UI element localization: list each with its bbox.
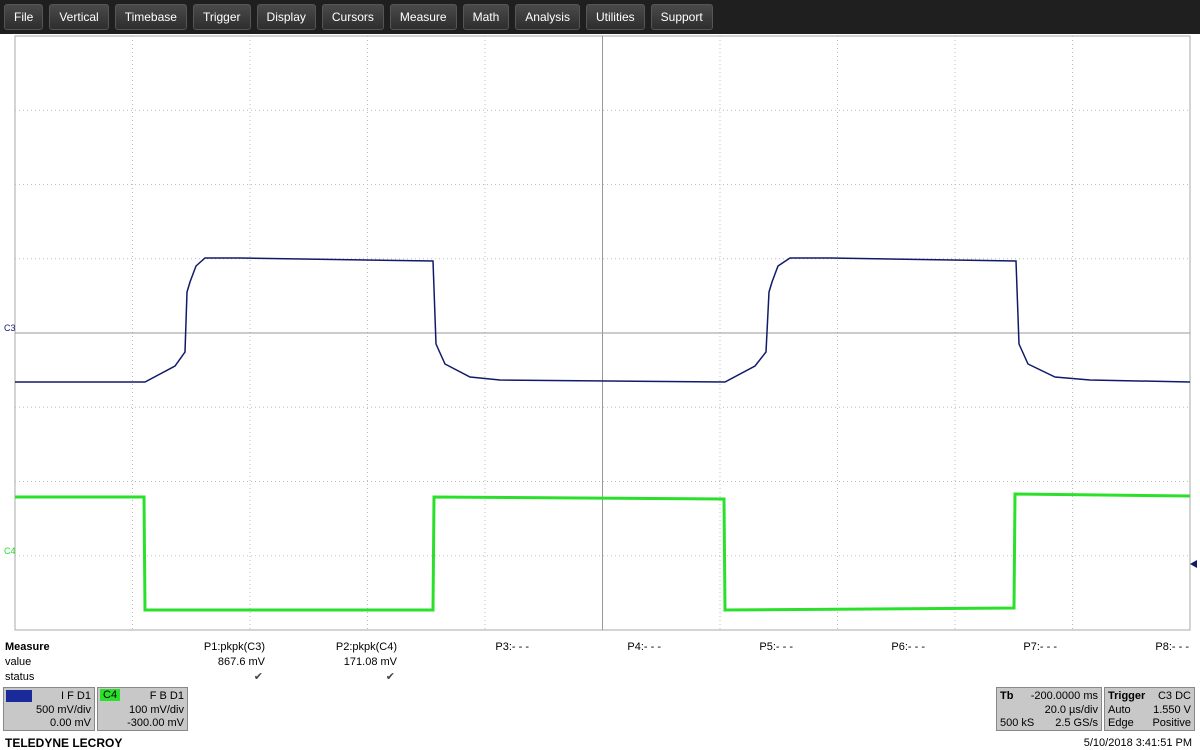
- param-value: 867.6 mV: [217, 656, 265, 668]
- channel-offset: -300.00 mV: [127, 717, 184, 729]
- param-name: P2:pkpk(C4): [335, 641, 397, 653]
- trigger-box[interactable]: Trigger C3 DC Auto 1.550 V Edge Positive: [1104, 687, 1195, 731]
- param-value: 171.08 mV: [343, 656, 397, 668]
- menu-button[interactable]: File: [4, 4, 44, 30]
- row-label: value: [5, 656, 32, 668]
- param-name: P1:pkpk(C3): [203, 641, 265, 653]
- timebase-rate: 2.5 GS/s: [1055, 717, 1098, 729]
- brand: TELEDYNE LECROY: [5, 736, 123, 750]
- c3-waveform: [15, 257, 1191, 383]
- trace-label: C4: [4, 546, 16, 556]
- row-label: status: [5, 671, 35, 683]
- channel-c4-box[interactable]: C4 F B D1 100 mV/div -300.00 mV: [97, 687, 188, 731]
- menu-button[interactable]: Timebase: [114, 4, 187, 30]
- menu-button[interactable]: Measure: [389, 4, 457, 30]
- param-name: P7:- - -: [1023, 641, 1057, 653]
- timebase-label: Tb: [1000, 690, 1014, 702]
- channel-flags: F B D1: [149, 690, 184, 702]
- menu-button[interactable]: Support: [650, 4, 713, 30]
- param-name: P8:- - -: [1155, 641, 1189, 653]
- channel-scale: 500 mV/div: [35, 704, 91, 716]
- trigger-slope: Positive: [1152, 717, 1191, 729]
- menu-bar: File Vertical Timebase Trigger Display Cursor…: [0, 0, 1200, 34]
- menu-button[interactable]: Cursors: [321, 4, 384, 30]
- channel-flags: I F D1: [61, 690, 91, 702]
- datetime: 5/10/2018 3:41:51 PM: [1083, 737, 1192, 749]
- channel-offset: 0.00 mV: [50, 717, 91, 729]
- channel-c3-box[interactable]: I F D1 500 mV/div 0.00 mV: [3, 687, 95, 731]
- channel-scale: 100 mV/div: [128, 704, 184, 716]
- timebase-box[interactable]: Tb -200.0000 ms 20.0 µs/div 500 kS 2.5 G…: [996, 687, 1102, 731]
- param-name: P4:- - -: [627, 641, 661, 653]
- timebase-scale: 20.0 µs/div: [1044, 704, 1098, 716]
- measure-header: Measure: [5, 641, 50, 653]
- trigger-source: C3 DC: [1157, 690, 1191, 702]
- menu-button[interactable]: Math: [462, 4, 510, 30]
- param-name: P5:- - -: [759, 641, 793, 653]
- menu-button[interactable]: Utilities: [585, 4, 645, 30]
- param-status: ✔: [253, 671, 263, 683]
- trigger-type: Edge: [1108, 717, 1134, 729]
- trigger-level: 1.550 V: [1153, 704, 1191, 716]
- trigger-mode: Auto: [1108, 704, 1131, 716]
- param-name: P6:- - -: [891, 641, 925, 653]
- channel-label: C4: [100, 689, 121, 701]
- grid: [15, 36, 1190, 630]
- trace-label: C3: [4, 323, 16, 333]
- waveform-display: C3 C4: [4, 35, 1197, 631]
- c4-waveform: [15, 492, 1191, 612]
- menu-button[interactable]: Vertical: [49, 4, 109, 30]
- menu-button[interactable]: Trigger: [192, 4, 251, 30]
- timebase-samples: 500 kS: [1000, 717, 1035, 729]
- param-status: ✔: [385, 671, 395, 683]
- param-name: P3:- - -: [495, 641, 529, 653]
- trigger-marker: [1190, 560, 1197, 568]
- menu-button[interactable]: Display: [256, 4, 316, 30]
- trigger-label: Trigger: [1108, 690, 1146, 702]
- menu-button[interactable]: Analysis: [515, 4, 580, 30]
- channel-color: [6, 690, 32, 702]
- timebase-delay: -200.0000 ms: [1030, 690, 1098, 702]
